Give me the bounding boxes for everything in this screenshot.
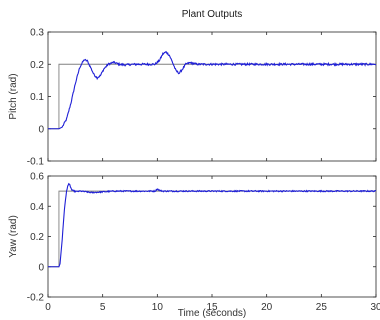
y-axis-title: Yaw (rad): [8, 215, 19, 258]
y-tick-label: -0.1: [27, 157, 45, 168]
y-tick-label: 0.2: [30, 60, 44, 71]
output-line: [48, 50, 376, 130]
y-tick-label: 0.2: [30, 232, 44, 243]
plot-area-frame: [47, 175, 377, 298]
plot-panel-1: -0.1 0 0.1 0.2 0.3 Pitch (rad): [8, 28, 377, 168]
y-tick-label: -0.2: [27, 293, 45, 304]
x-tick-label: 5: [100, 302, 106, 313]
y-tick-label: 0.3: [30, 28, 44, 39]
x-tick-label: 15: [206, 302, 218, 313]
y-tick-label: 0.1: [30, 92, 44, 103]
x-tick-label: 0: [45, 302, 51, 313]
x-tick-label: 30: [370, 302, 380, 313]
x-axis-title: Time (seconds): [178, 308, 247, 319]
x-tick-label: 10: [152, 302, 164, 313]
y-tick-label: 0: [38, 262, 44, 273]
figure-title: Plant Outputs: [182, 9, 243, 20]
y-axis-title: Pitch (rad): [8, 73, 19, 119]
y-tick-label: 0.6: [30, 172, 44, 183]
plot-area-frame: [47, 31, 377, 162]
x-tick-label: 25: [316, 302, 328, 313]
output-line: [48, 182, 376, 268]
y-tick-label: 0.4: [30, 202, 44, 213]
x-tick-label: 20: [261, 302, 273, 313]
y-tick-label: 0: [38, 124, 44, 135]
